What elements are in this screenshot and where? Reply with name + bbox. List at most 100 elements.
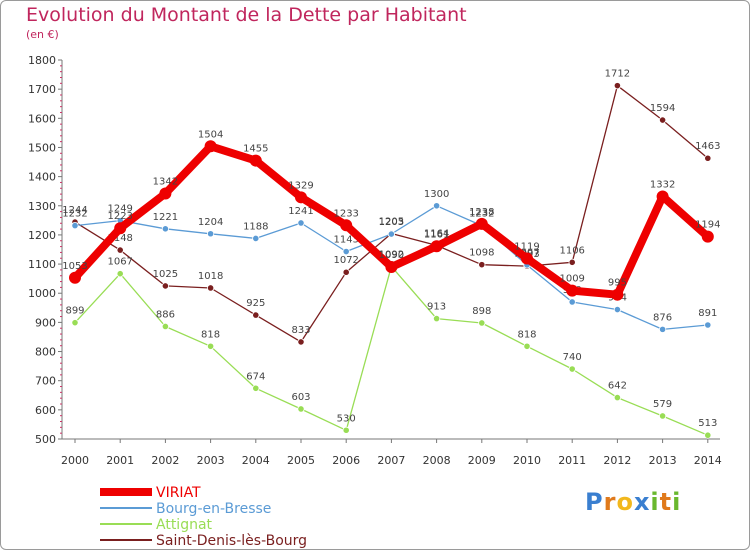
data-label: 530 xyxy=(337,413,356,424)
chart-title: Evolution du Montant de la Dette par Hab… xyxy=(26,4,467,26)
data-label: 1223 xyxy=(107,211,132,222)
x-tick-label: 2013 xyxy=(649,454,677,467)
data-point xyxy=(704,154,712,162)
data-point xyxy=(342,268,350,276)
y-tick-label: 1600 xyxy=(28,112,56,125)
data-point xyxy=(656,190,669,203)
data-label: 886 xyxy=(156,309,175,320)
data-point xyxy=(523,342,531,350)
axes: 500 600 700 800 900 1000 1100 1200 1300 1400 1500 1… xyxy=(28,54,722,467)
data-label: 1332 xyxy=(650,179,675,190)
data-label: 925 xyxy=(246,298,265,309)
data-point xyxy=(297,219,305,227)
data-point xyxy=(478,261,486,269)
data-point xyxy=(521,252,533,265)
x-tick-label: 2004 xyxy=(242,454,270,467)
data-point xyxy=(387,230,395,238)
data-point xyxy=(566,284,579,297)
data-label: 1594 xyxy=(650,103,675,114)
data-label: 1221 xyxy=(153,212,178,223)
data-label: 642 xyxy=(608,381,627,392)
y-tick-label: 1700 xyxy=(28,83,56,96)
data-label: 876 xyxy=(653,312,672,323)
logo-letter: P xyxy=(585,488,604,516)
data-point xyxy=(161,225,169,233)
data-point xyxy=(432,314,441,323)
legend-label: Attignat xyxy=(156,517,213,533)
data-label: 995 xyxy=(608,278,627,289)
data-label: 1072 xyxy=(333,255,358,266)
data-point xyxy=(71,221,79,230)
x-tick-label: 2005 xyxy=(287,454,315,467)
data-point xyxy=(71,319,79,327)
legend-label: Bourg-en-Bresse xyxy=(156,501,271,517)
data-label: 1018 xyxy=(198,271,223,282)
logo-letter: r xyxy=(603,488,617,516)
data-label: 1203 xyxy=(379,217,404,228)
data-label: 1232 xyxy=(62,209,87,220)
data-point xyxy=(701,230,714,243)
data-point xyxy=(116,270,124,278)
data-point xyxy=(704,321,712,329)
data-label: 1712 xyxy=(605,69,630,80)
y-tick-label: 1500 xyxy=(28,141,56,154)
data-point xyxy=(297,405,305,413)
data-point xyxy=(161,282,169,290)
data-label: 1205 xyxy=(379,216,404,227)
x-tick-label: 2007 xyxy=(377,454,405,467)
data-label: 740 xyxy=(563,352,582,363)
data-label: 1300 xyxy=(424,189,449,200)
data-label: 1241 xyxy=(288,206,313,217)
data-label: 513 xyxy=(698,418,717,429)
data-point xyxy=(161,322,169,331)
data-point xyxy=(342,426,350,434)
y-tick-label: 700 xyxy=(35,375,56,388)
data-point xyxy=(475,217,488,230)
data-point xyxy=(116,246,124,254)
x-tick-label: 2010 xyxy=(513,454,541,467)
data-label: 891 xyxy=(698,308,717,319)
data-label: 1098 xyxy=(469,248,494,259)
data-point xyxy=(613,394,622,402)
data-label: 1194 xyxy=(695,220,720,231)
data-label: 1092 xyxy=(379,249,404,260)
data-label: 1106 xyxy=(559,245,584,256)
data-label: 1455 xyxy=(243,144,268,155)
data-point xyxy=(478,319,486,327)
data-point xyxy=(69,271,81,284)
data-label: 913 xyxy=(427,302,446,313)
data-point xyxy=(568,298,576,306)
data-label: 1249 xyxy=(107,204,132,215)
y-tick-label: 1300 xyxy=(28,200,56,213)
y-tick-label: 600 xyxy=(35,404,56,417)
y-tick-label: 800 xyxy=(35,346,56,359)
x-tick-label: 2003 xyxy=(197,454,225,467)
data-label: 1143 xyxy=(333,235,358,246)
data-label: 818 xyxy=(517,329,536,340)
data-label: 818 xyxy=(201,329,220,340)
data-label: 1025 xyxy=(153,269,178,280)
data-point xyxy=(207,284,215,292)
data-point xyxy=(207,230,215,238)
logo-letter: o xyxy=(616,488,634,516)
data-point xyxy=(252,234,260,243)
data-point xyxy=(295,191,307,204)
data-point xyxy=(114,222,127,235)
logo-letter: x xyxy=(633,488,651,516)
data-label: 1067 xyxy=(107,257,132,268)
y-tick-label: 1000 xyxy=(28,287,56,300)
x-tick-label: 2014 xyxy=(694,454,722,467)
data-label: 1090 xyxy=(379,250,404,261)
data-point xyxy=(252,311,260,319)
legend-label: Saint-Denis-lès-Bourg xyxy=(156,533,307,549)
data-point xyxy=(207,342,215,350)
data-label: 674 xyxy=(246,371,265,382)
legend-label: VIRIAT xyxy=(156,485,201,501)
x-tick-label: 2009 xyxy=(468,454,496,467)
data-point xyxy=(249,154,262,167)
data-point xyxy=(340,219,353,232)
data-label: 1009 xyxy=(559,274,584,285)
data-label: 1164 xyxy=(424,228,449,239)
y-tick-label: 900 xyxy=(35,316,56,329)
data-label: 1244 xyxy=(62,205,87,216)
